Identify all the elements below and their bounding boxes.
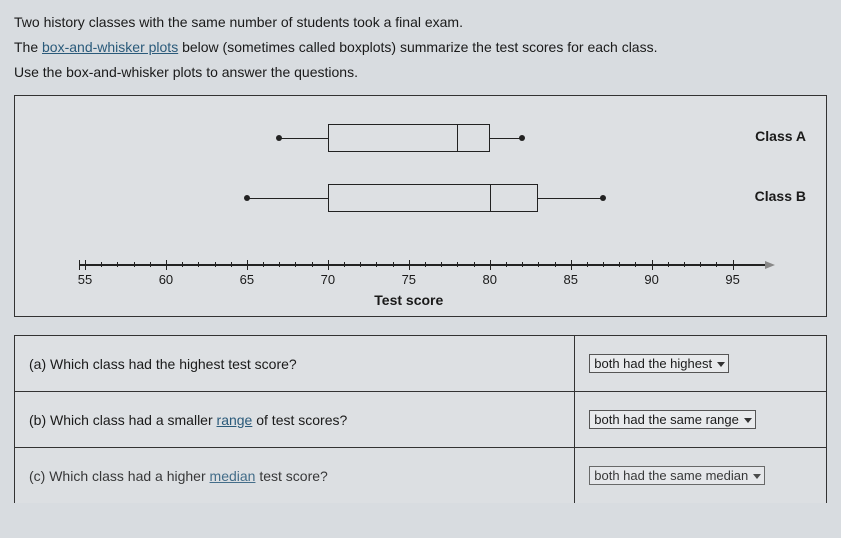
class-a-label: Class A bbox=[755, 128, 806, 144]
intro-line3: Use the box-and-whisker plots to answer … bbox=[14, 62, 827, 83]
answer-b-select[interactable]: both had the same range bbox=[589, 410, 756, 429]
plot-area: 55 60 65 70 75 80 85 90 95 Test score Class A Class… bbox=[25, 114, 816, 312]
tick-label: 65 bbox=[240, 272, 254, 287]
tick-minor bbox=[117, 262, 118, 267]
tick-minor bbox=[522, 262, 523, 267]
tick bbox=[166, 260, 167, 270]
answer-c-select[interactable]: both had the same median bbox=[589, 466, 765, 485]
tick-minor bbox=[603, 262, 604, 267]
tick bbox=[328, 260, 329, 270]
tick-label: 85 bbox=[563, 272, 577, 287]
question-a: (a) Which class had the highest test sco… bbox=[15, 336, 575, 392]
class-b-whisker-right bbox=[538, 198, 603, 199]
tick-minor bbox=[101, 262, 102, 267]
tick-minor bbox=[716, 262, 717, 267]
tick-minor bbox=[344, 262, 345, 267]
tick-minor bbox=[279, 262, 280, 267]
table-row: (b) Which class had a smaller range of t… bbox=[15, 392, 827, 448]
intro-line1: Two history classes with the same number… bbox=[14, 12, 827, 33]
tick-minor bbox=[198, 262, 199, 267]
tick-minor bbox=[700, 262, 701, 267]
class-a-max-cap bbox=[519, 135, 525, 141]
class-a-box bbox=[328, 124, 490, 152]
tick-minor bbox=[231, 262, 232, 267]
answer-a-cell: both had the highest bbox=[575, 336, 827, 392]
tick-minor bbox=[668, 262, 669, 267]
intro-text: Two history classes with the same number… bbox=[14, 12, 827, 83]
class-b-median bbox=[490, 184, 491, 212]
answer-a-select[interactable]: both had the highest bbox=[589, 354, 729, 373]
tick-label: 55 bbox=[78, 272, 92, 287]
tick-minor bbox=[295, 262, 296, 267]
answer-b-cell: both had the same range bbox=[575, 392, 827, 448]
tick bbox=[247, 260, 248, 270]
tick-minor bbox=[376, 262, 377, 267]
axis-arrow bbox=[765, 261, 775, 269]
term-median[interactable]: median bbox=[210, 468, 256, 484]
tick-minor bbox=[684, 262, 685, 267]
tick-minor bbox=[312, 262, 313, 267]
tick-label: 80 bbox=[483, 272, 497, 287]
boxplot-chart: 55 60 65 70 75 80 85 90 95 Test score Class A Class… bbox=[14, 95, 827, 317]
tick-minor bbox=[635, 262, 636, 267]
tick-minor bbox=[425, 262, 426, 267]
tick bbox=[733, 260, 734, 270]
class-b-max-cap bbox=[600, 195, 606, 201]
class-a-median bbox=[457, 124, 458, 152]
tick-minor bbox=[619, 262, 620, 267]
tick bbox=[409, 260, 410, 270]
tick-minor bbox=[150, 262, 151, 267]
class-a-min-cap bbox=[276, 135, 282, 141]
tick-minor bbox=[182, 262, 183, 267]
tick-minor bbox=[393, 262, 394, 267]
tick-minor bbox=[474, 262, 475, 267]
class-b-box bbox=[328, 184, 538, 212]
tick-minor bbox=[215, 262, 216, 267]
tick-minor bbox=[587, 262, 588, 267]
class-a-whisker-right bbox=[490, 138, 522, 139]
question-b: (b) Which class had a smaller range of t… bbox=[15, 392, 575, 448]
class-b-label: Class B bbox=[755, 188, 806, 204]
term-box-whisker[interactable]: box-and-whisker plots bbox=[42, 39, 178, 55]
class-b-min-cap bbox=[244, 195, 250, 201]
tick-minor bbox=[457, 262, 458, 267]
tick bbox=[490, 260, 491, 270]
axis-startcap bbox=[79, 260, 80, 270]
table-row: (a) Which class had the highest test sco… bbox=[15, 336, 827, 392]
tick bbox=[652, 260, 653, 270]
tick-minor bbox=[263, 262, 264, 267]
tick-label: 95 bbox=[725, 272, 739, 287]
tick-minor bbox=[441, 262, 442, 267]
class-a-whisker-left bbox=[279, 138, 328, 139]
question-c: (c) Which class had a higher median test… bbox=[15, 448, 575, 504]
tick bbox=[571, 260, 572, 270]
table-row: (c) Which class had a higher median test… bbox=[15, 448, 827, 504]
tick-label: 75 bbox=[402, 272, 416, 287]
tick-minor bbox=[134, 262, 135, 267]
tick bbox=[85, 260, 86, 270]
tick-label: 60 bbox=[159, 272, 173, 287]
intro-line2: The box-and-whisker plots below (sometim… bbox=[14, 37, 827, 58]
tick-label: 70 bbox=[321, 272, 335, 287]
tick-label: 90 bbox=[644, 272, 658, 287]
axis-title: Test score bbox=[374, 292, 443, 308]
questions-table: (a) Which class had the highest test sco… bbox=[14, 335, 827, 503]
tick-minor bbox=[555, 262, 556, 267]
tick-minor bbox=[360, 262, 361, 267]
term-range[interactable]: range bbox=[217, 412, 253, 428]
answer-c-cell: both had the same median bbox=[575, 448, 827, 504]
tick-minor bbox=[538, 262, 539, 267]
tick-minor bbox=[506, 262, 507, 267]
class-b-whisker-left bbox=[247, 198, 328, 199]
